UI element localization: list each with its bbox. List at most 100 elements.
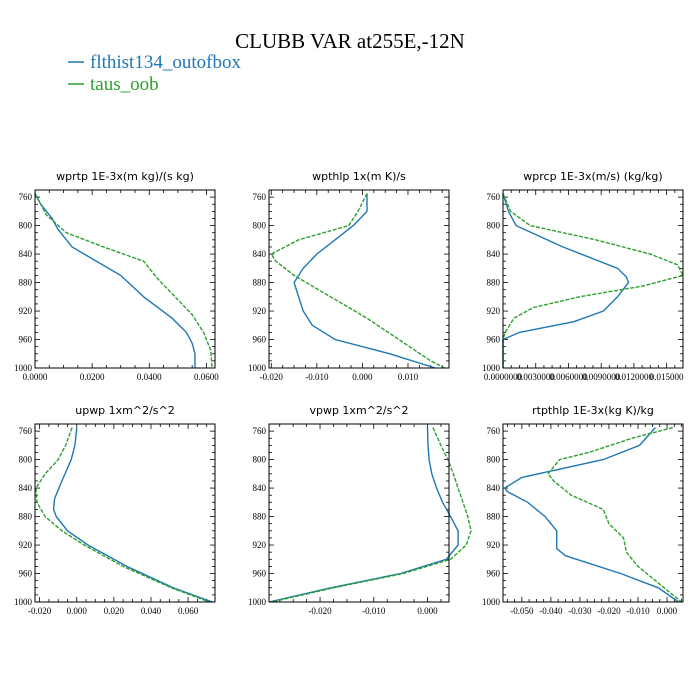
panel-3: wprcp 1E-3x(m/s) (kg/kg) 760 800 840 880 920 9…: [482, 170, 685, 382]
y-tick-label: 760: [19, 426, 33, 436]
x-tick-label: 0.000: [417, 606, 438, 616]
x-tick-label: -0.040: [539, 606, 563, 616]
y-tick-label: 880: [19, 278, 33, 288]
series-line-flthist134_outofbox: [268, 427, 459, 603]
y-tick-label: 960: [487, 569, 501, 579]
y-tick-label: 760: [487, 426, 501, 436]
x-tick-label: 0.000: [657, 606, 678, 616]
plot-frame: [34, 423, 216, 603]
x-tick-label: 0.0600: [194, 372, 219, 382]
series-line-flthist134_outofbox: [293, 193, 436, 369]
y-tick-label: 1000: [248, 363, 267, 373]
x-tick-label: 0.000: [67, 606, 88, 616]
plot-frame: [502, 423, 684, 603]
panel-title: wprcp 1E-3x(m/s) (kg/kg): [523, 170, 662, 183]
x-tick-label: 0.0000000: [484, 372, 523, 382]
series-line-taus_oob: [270, 193, 445, 369]
x-tick-label: 0.010: [398, 372, 419, 382]
series-line-flthist134_outofbox: [52, 427, 213, 603]
y-tick-label: 920: [253, 306, 267, 316]
panel-1: wprtp 1E-3x(m kg)/(s kg) 760 800 840 880 920 9…: [14, 170, 219, 382]
series-line-taus_oob: [547, 426, 682, 603]
legend: flthist134_outofbox taus_oob: [68, 52, 241, 95]
y-tick-label: 960: [487, 335, 501, 345]
series-line-flthist134_outofbox: [34, 193, 196, 368]
panel-title: upwp 1xm^2/s^2: [75, 404, 175, 417]
y-tick-label: 880: [19, 512, 33, 522]
y-tick-label: 880: [487, 278, 501, 288]
y-tick-label: 800: [19, 455, 33, 465]
series-line-flthist134_outofbox: [502, 193, 630, 368]
y-tick-label: 840: [253, 249, 267, 259]
plot-frame: [268, 189, 450, 369]
y-tick-label: 800: [19, 221, 33, 231]
y-tick-label: 960: [253, 569, 267, 579]
y-tick-label: 960: [19, 335, 33, 345]
y-tick-label: 1000: [248, 597, 267, 607]
x-tick-label: 0.0030000: [517, 372, 556, 382]
x-tick-label: 0.0400: [137, 372, 162, 382]
x-tick-label: 0.000: [352, 372, 373, 382]
x-tick-label: -0.020: [597, 606, 621, 616]
legend-label-taus-oob: taus_oob: [90, 74, 159, 95]
y-tick-label: 920: [487, 540, 501, 550]
y-tick-label: 800: [487, 455, 501, 465]
x-tick-label: 0.0200: [80, 372, 105, 382]
x-tick-label: -0.020: [308, 606, 332, 616]
y-tick-label: 920: [253, 540, 267, 550]
y-tick-label: 760: [253, 426, 267, 436]
y-tick-label: 840: [19, 483, 33, 493]
y-tick-label: 960: [253, 335, 267, 345]
legend-label-flthist134: flthist134_outofbox: [90, 52, 241, 73]
y-tick-label: 800: [487, 221, 501, 231]
y-tick-label: 840: [253, 483, 267, 493]
figure-title: CLUBB VAR at255E,-12N: [235, 29, 465, 53]
y-tick-label: 1000: [482, 363, 501, 373]
y-tick-label: 1000: [14, 363, 33, 373]
x-tick-label: 0.0120000: [615, 372, 654, 382]
series-line-taus_oob: [35, 427, 210, 603]
y-tick-label: 880: [253, 278, 267, 288]
panel-title: rtpthlp 1E-3x(kg K)/kg: [532, 404, 654, 417]
series-line-flthist134_outofbox: [503, 427, 680, 603]
panel-title: vpwp 1xm^2/s^2: [309, 404, 408, 417]
panels: wprtp 1E-3x(m kg)/(s kg) 760 800 840 880 920 9…: [14, 170, 685, 616]
x-tick-label: 0.0000: [23, 372, 48, 382]
x-tick-label: -0.020: [28, 606, 52, 616]
y-tick-label: 1000: [482, 597, 501, 607]
x-tick-label: -0.050: [510, 606, 534, 616]
x-tick-label: -0.010: [626, 606, 650, 616]
series-line-taus_oob: [271, 427, 472, 603]
plot-frame: [34, 189, 216, 369]
x-tick-label: 0.020: [104, 606, 125, 616]
y-tick-label: 840: [487, 483, 501, 493]
panel-6: rtpthlp 1E-3x(kg K)/kg 760 800 840 880 920 960…: [482, 404, 684, 616]
y-tick-label: 880: [487, 512, 501, 522]
panel-5: vpwp 1xm^2/s^2 760 800 840 880 920 960 1000 -0.0…: [248, 404, 472, 616]
y-tick-label: 840: [487, 249, 501, 259]
x-tick-label: 0.040: [141, 606, 162, 616]
x-tick-label: 0.0060000: [549, 372, 588, 382]
x-tick-label: -0.010: [362, 606, 386, 616]
y-tick-label: 1000: [14, 597, 33, 607]
y-tick-label: 920: [487, 306, 501, 316]
y-tick-label: 760: [253, 192, 267, 202]
y-tick-label: 920: [19, 306, 33, 316]
y-tick-label: 760: [19, 192, 33, 202]
x-tick-label: 0.015000: [650, 372, 684, 382]
x-tick-label: -0.020: [260, 372, 284, 382]
panel-title: wpthlp 1x(m K)/s: [312, 170, 406, 183]
plot-frame: [268, 423, 450, 603]
series-line-taus_oob: [502, 193, 685, 368]
y-tick-label: 760: [487, 192, 501, 202]
panel-2: wpthlp 1x(m K)/s7608008408809209601000-0…: [248, 170, 450, 382]
y-tick-label: 840: [19, 249, 33, 259]
y-tick-label: 960: [19, 569, 33, 579]
x-tick-label: -0.010: [305, 372, 329, 382]
panel-4: upwp 1xm^2/s^2 760 800 840 880 920 960 1000-0.0…: [14, 404, 216, 616]
y-tick-label: 920: [19, 540, 33, 550]
x-tick-label: 0.060: [178, 606, 199, 616]
series-line-taus_oob: [34, 193, 213, 369]
y-tick-label: 800: [253, 221, 267, 231]
